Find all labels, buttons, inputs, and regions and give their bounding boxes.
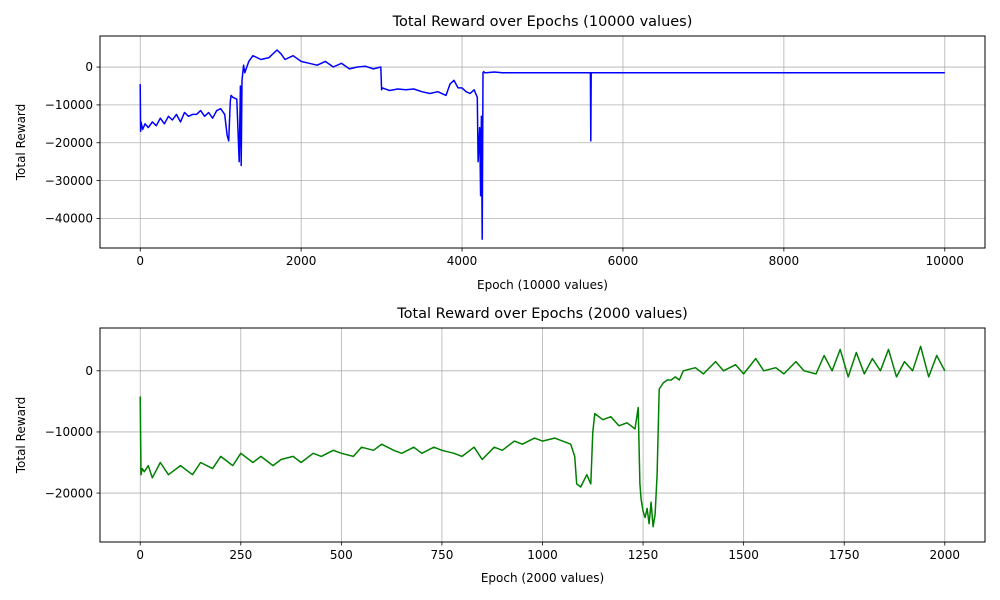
chart-top-title: Total Reward over Epochs (10000 values) [392,14,693,30]
y-tick-label: 0 [85,60,93,74]
chart-top-x-axis-label: Epoch (10000 values) [477,278,608,292]
chart-bottom-gridlines [100,328,985,542]
x-tick-label: 500 [330,548,353,562]
chart-top-y-ticks: 0 −10000 −20000 −30000 −40000 [45,60,100,226]
chart-bottom-y-axis-label: Total Reward [14,397,28,475]
x-tick-label: 1000 [527,548,558,562]
series-line [139,49,945,241]
x-tick-label: 4000 [447,254,478,268]
y-tick-label: −40000 [45,212,93,226]
x-tick-label: 1500 [728,548,759,562]
x-tick-label: 250 [229,548,252,562]
chart-top-y-axis-label: Total Reward [14,104,28,182]
chart-bottom-title: Total Reward over Epochs (2000 values) [396,306,688,322]
chart-bottom-x-axis-label: Epoch (2000 values) [481,571,604,585]
y-tick-label: −10000 [45,425,93,439]
x-tick-label: 2000 [929,548,960,562]
chart-top-series [139,49,945,241]
x-tick-label: 1750 [829,548,860,562]
chart-bottom-series [139,345,946,528]
chart-top: 0 2000 4000 6000 8000 10000 0 −10000 −20000 −300… [14,14,986,292]
y-tick-label: −20000 [45,136,93,150]
chart-top-plot-frame [99,35,986,249]
y-tick-label: −20000 [45,486,93,500]
x-tick-label: 1250 [628,548,659,562]
x-tick-label: 10000 [926,254,964,268]
chart-bottom: 0 250 500 750 1000 1250 1500 1750 2000 0 −10000 −2… [14,306,986,585]
chart-top-x-ticks: 0 2000 4000 6000 8000 10000 [136,248,964,268]
x-tick-label: 0 [136,548,144,562]
series-line [139,345,946,528]
x-tick-label: 2000 [286,254,317,268]
y-tick-label: −10000 [45,98,93,112]
y-tick-label: −30000 [45,174,93,188]
y-tick-label: 0 [85,364,93,378]
x-tick-label: 0 [136,254,144,268]
x-tick-label: 750 [430,548,453,562]
x-tick-label: 6000 [608,254,639,268]
chart-bottom-y-ticks: 0 −10000 −20000 [45,364,100,500]
chart-bottom-x-ticks: 0 250 500 750 1000 1250 1500 1750 2000 [136,542,960,562]
x-tick-label: 8000 [769,254,800,268]
